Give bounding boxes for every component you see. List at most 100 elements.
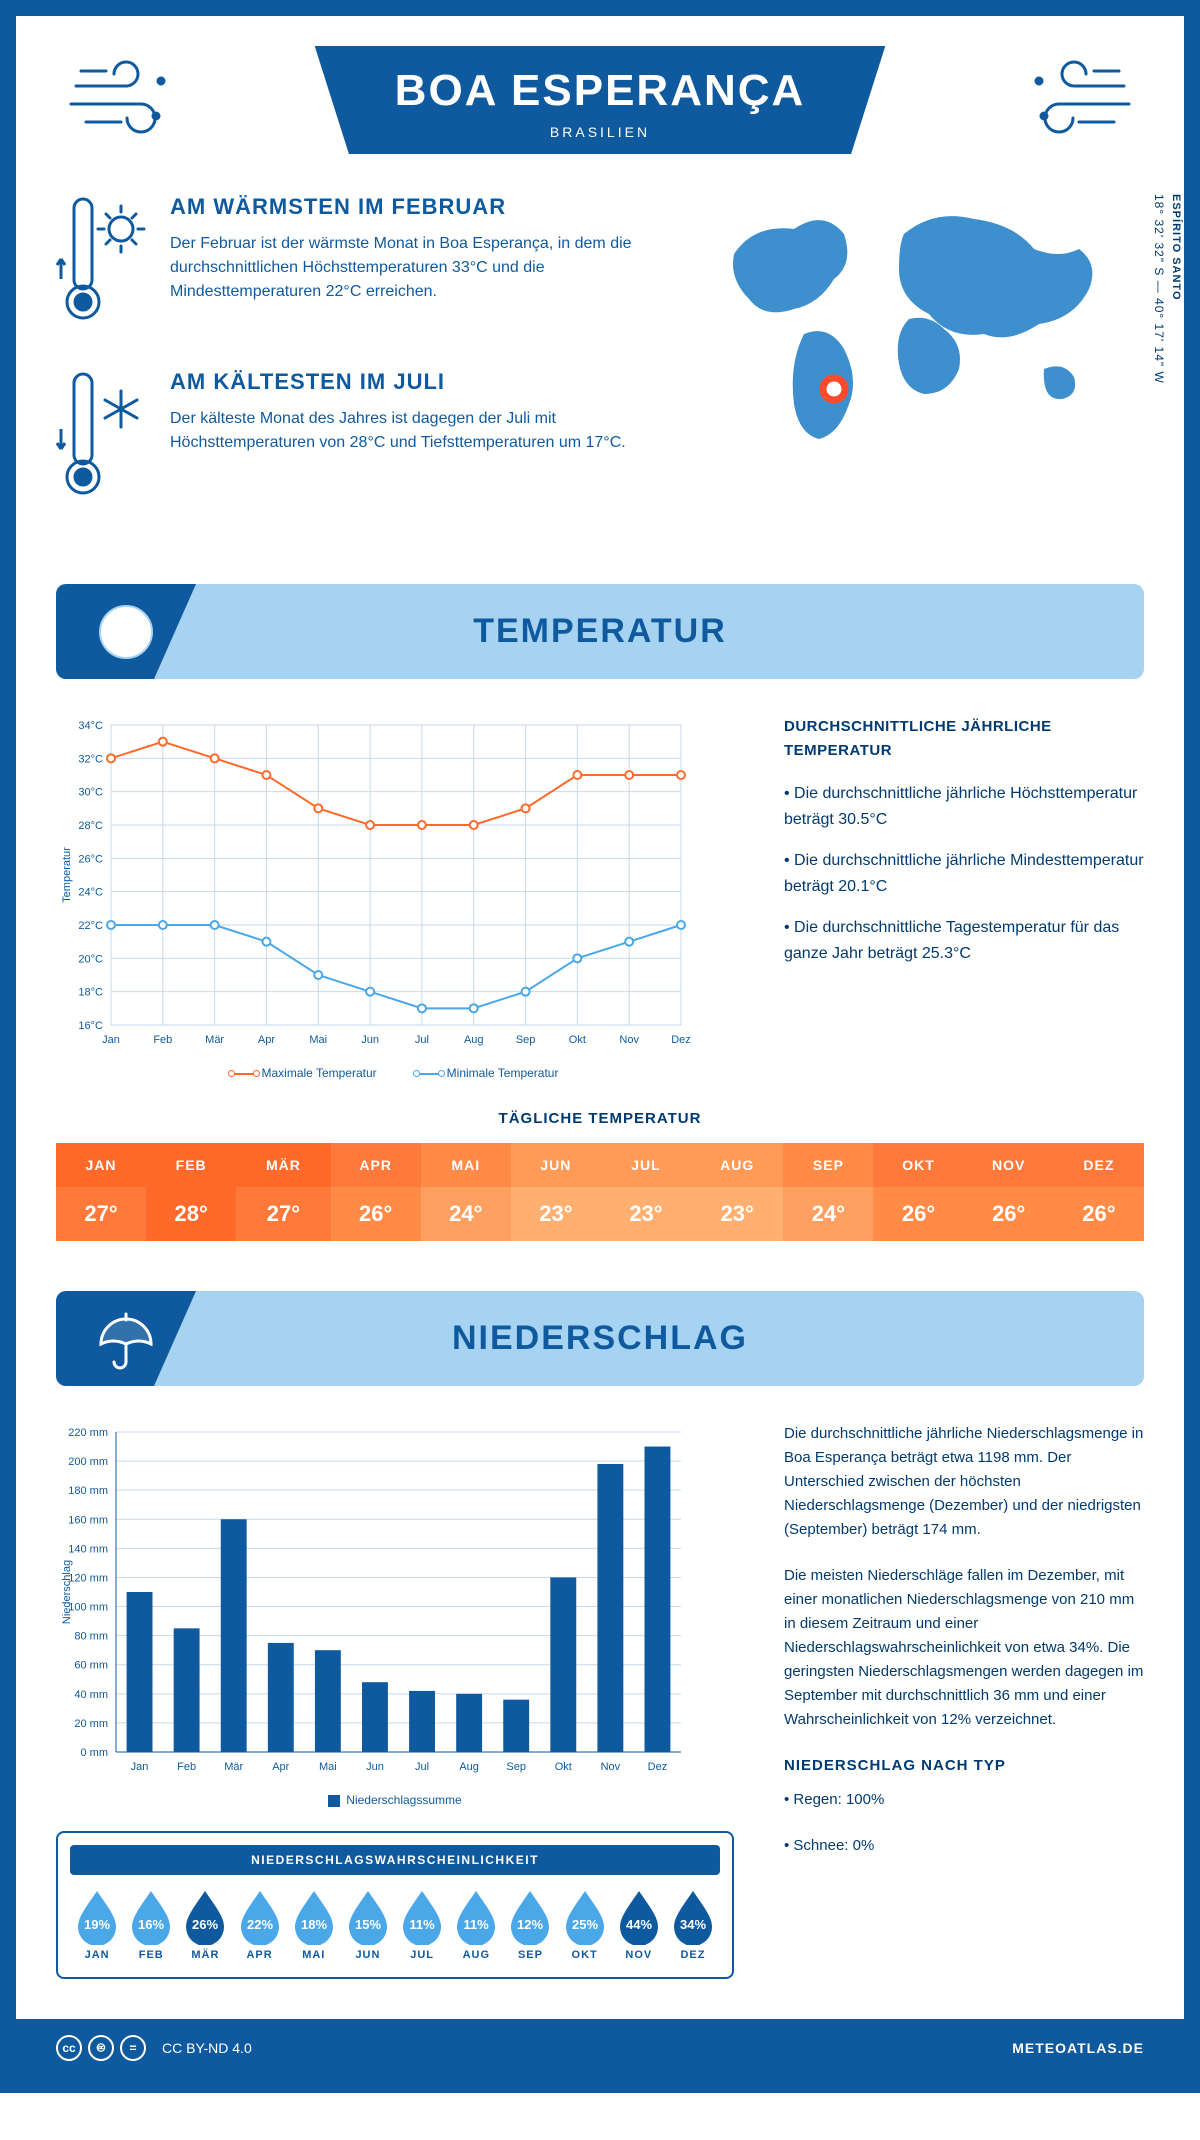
daily-value: 27°	[236, 1187, 330, 1241]
wind-icon	[66, 56, 186, 146]
daily-month: JUN	[511, 1143, 601, 1187]
svg-text:Jun: Jun	[361, 1034, 379, 1046]
daily-month: FEB	[146, 1143, 236, 1187]
by-icon: 🅭	[88, 2035, 114, 2061]
svg-text:22°C: 22°C	[78, 920, 103, 932]
svg-text:180 mm: 180 mm	[68, 1485, 108, 1497]
svg-text:19%: 19%	[84, 1917, 110, 1932]
daily-month: OKT	[873, 1143, 963, 1187]
svg-text:Aug: Aug	[464, 1034, 484, 1046]
warmest-title: AM WÄRMSTEN IM FEBRUAR	[170, 194, 664, 220]
wind-icon	[1014, 56, 1134, 146]
precip-para-1: Die durchschnittliche jährliche Niedersc…	[784, 1422, 1144, 1542]
prob-drop: 12% SEP	[503, 1889, 557, 1961]
warmest-text: Der Februar ist der wärmste Monat in Boa…	[170, 232, 664, 304]
svg-text:Feb: Feb	[177, 1761, 196, 1773]
prob-drop: 34% DEZ	[666, 1889, 720, 1961]
daily-value: 28°	[146, 1187, 236, 1241]
svg-text:25%: 25%	[572, 1917, 598, 1932]
daily-month: JUL	[601, 1143, 691, 1187]
svg-text:12%: 12%	[517, 1917, 543, 1932]
svg-text:18%: 18%	[301, 1917, 327, 1932]
svg-text:Mär: Mär	[224, 1761, 243, 1773]
precip-probability-box: NIEDERSCHLAGSWAHRSCHEINLICHKEIT 19% JAN …	[56, 1831, 734, 1979]
svg-text:100 mm: 100 mm	[68, 1602, 108, 1614]
daily-month: DEZ	[1054, 1143, 1144, 1187]
prob-drop: 22% APR	[233, 1889, 287, 1961]
location-marker-icon	[823, 378, 845, 400]
legend-precip: Niederschlagssumme	[328, 1793, 461, 1807]
daily-month: NOV	[964, 1143, 1054, 1187]
svg-text:Nov: Nov	[619, 1034, 639, 1046]
coldest-title: AM KÄLTESTEN IM JULI	[170, 369, 664, 395]
svg-text:Jan: Jan	[131, 1761, 149, 1773]
daily-month: MÄR	[236, 1143, 330, 1187]
svg-text:Okt: Okt	[569, 1034, 586, 1046]
svg-text:Jul: Jul	[415, 1761, 429, 1773]
daily-value: 27°	[56, 1187, 146, 1241]
nd-icon: =	[120, 2035, 146, 2061]
page-header: BOA ESPERANÇA BRASILIEN	[56, 46, 1144, 154]
svg-text:60 mm: 60 mm	[74, 1660, 108, 1672]
prob-drop: 18% MAI	[287, 1889, 341, 1961]
prob-drop: 11% AUG	[449, 1889, 503, 1961]
svg-text:120 mm: 120 mm	[68, 1572, 108, 1584]
svg-text:30°C: 30°C	[78, 787, 103, 799]
daily-value: 23°	[511, 1187, 601, 1241]
temperature-title: TEMPERATUR	[56, 612, 1144, 651]
daily-value: 23°	[691, 1187, 783, 1241]
precip-type-title: NIEDERSCHLAG NACH TYP	[784, 1754, 1144, 1778]
precip-type-1: • Regen: 100%	[784, 1788, 1144, 1812]
prob-drop: 16% FEB	[124, 1889, 178, 1961]
thermometer-hot-icon	[56, 194, 146, 324]
svg-text:34%: 34%	[680, 1917, 706, 1932]
daily-month: MAI	[421, 1143, 511, 1187]
svg-text:22%: 22%	[247, 1917, 273, 1932]
svg-text:Mär: Mär	[205, 1034, 224, 1046]
svg-text:Sep: Sep	[506, 1761, 526, 1773]
site-name: METEOATLAS.DE	[1012, 2040, 1144, 2056]
svg-text:Temperatur: Temperatur	[61, 847, 73, 903]
precip-para-2: Die meisten Niederschläge fallen im Deze…	[784, 1564, 1144, 1732]
daily-temp-table: JANFEBMÄRAPRMAIJUNJULAUGSEPOKTNOVDEZ 27°…	[56, 1143, 1144, 1241]
svg-text:11%: 11%	[464, 1917, 490, 1932]
title-banner: BOA ESPERANÇA BRASILIEN	[315, 46, 886, 154]
temperature-line-chart: 16°C18°C20°C22°C24°C26°C28°C30°C32°C34°C…	[56, 715, 734, 1080]
precip-title: NIEDERSCHLAG	[56, 1319, 1144, 1358]
daily-value: 24°	[783, 1187, 873, 1241]
svg-text:24°C: 24°C	[78, 887, 103, 899]
svg-text:Jun: Jun	[366, 1761, 384, 1773]
svg-text:28°C: 28°C	[78, 820, 103, 832]
svg-text:26°C: 26°C	[78, 853, 103, 865]
daily-value: 26°	[964, 1187, 1054, 1241]
svg-text:Dez: Dez	[671, 1034, 691, 1046]
svg-text:Sep: Sep	[516, 1034, 536, 1046]
daily-value: 26°	[1054, 1187, 1144, 1241]
prob-drop: 15% JUN	[341, 1889, 395, 1961]
prob-drop: 25% OKT	[558, 1889, 612, 1961]
svg-text:26%: 26%	[192, 1917, 218, 1932]
sun-icon	[91, 597, 161, 667]
svg-text:Dez: Dez	[648, 1761, 668, 1773]
prob-title: NIEDERSCHLAGSWAHRSCHEINLICHKEIT	[70, 1845, 720, 1875]
legend-min: Minimale Temperatur	[417, 1066, 559, 1080]
svg-text:20 mm: 20 mm	[74, 1718, 108, 1730]
umbrella-icon	[91, 1304, 161, 1374]
svg-text:Mai: Mai	[309, 1034, 327, 1046]
daily-month: SEP	[783, 1143, 873, 1187]
prob-drop: 19% JAN	[70, 1889, 124, 1961]
svg-text:20°C: 20°C	[78, 953, 103, 965]
license-text: CC BY-ND 4.0	[162, 2040, 252, 2056]
precip-bar-chart: 0 mm20 mm40 mm60 mm80 mm100 mm120 mm140 …	[56, 1422, 696, 1782]
daily-month: JAN	[56, 1143, 146, 1187]
svg-text:Apr: Apr	[258, 1034, 275, 1046]
svg-text:Niederschlag: Niederschlag	[61, 1560, 73, 1624]
svg-text:80 mm: 80 mm	[74, 1631, 108, 1643]
cc-icon: cc	[56, 2035, 82, 2061]
legend-max: Maximale Temperatur	[232, 1066, 377, 1080]
world-map: ESPÍRITO SANTO 18° 32' 32" S — 40° 17' 1…	[704, 194, 1144, 544]
svg-text:44%: 44%	[626, 1917, 652, 1932]
svg-text:200 mm: 200 mm	[68, 1456, 108, 1468]
warmest-block: AM WÄRMSTEN IM FEBRUAR Der Februar ist d…	[56, 194, 664, 329]
prob-drop: 26% MÄR	[178, 1889, 232, 1961]
